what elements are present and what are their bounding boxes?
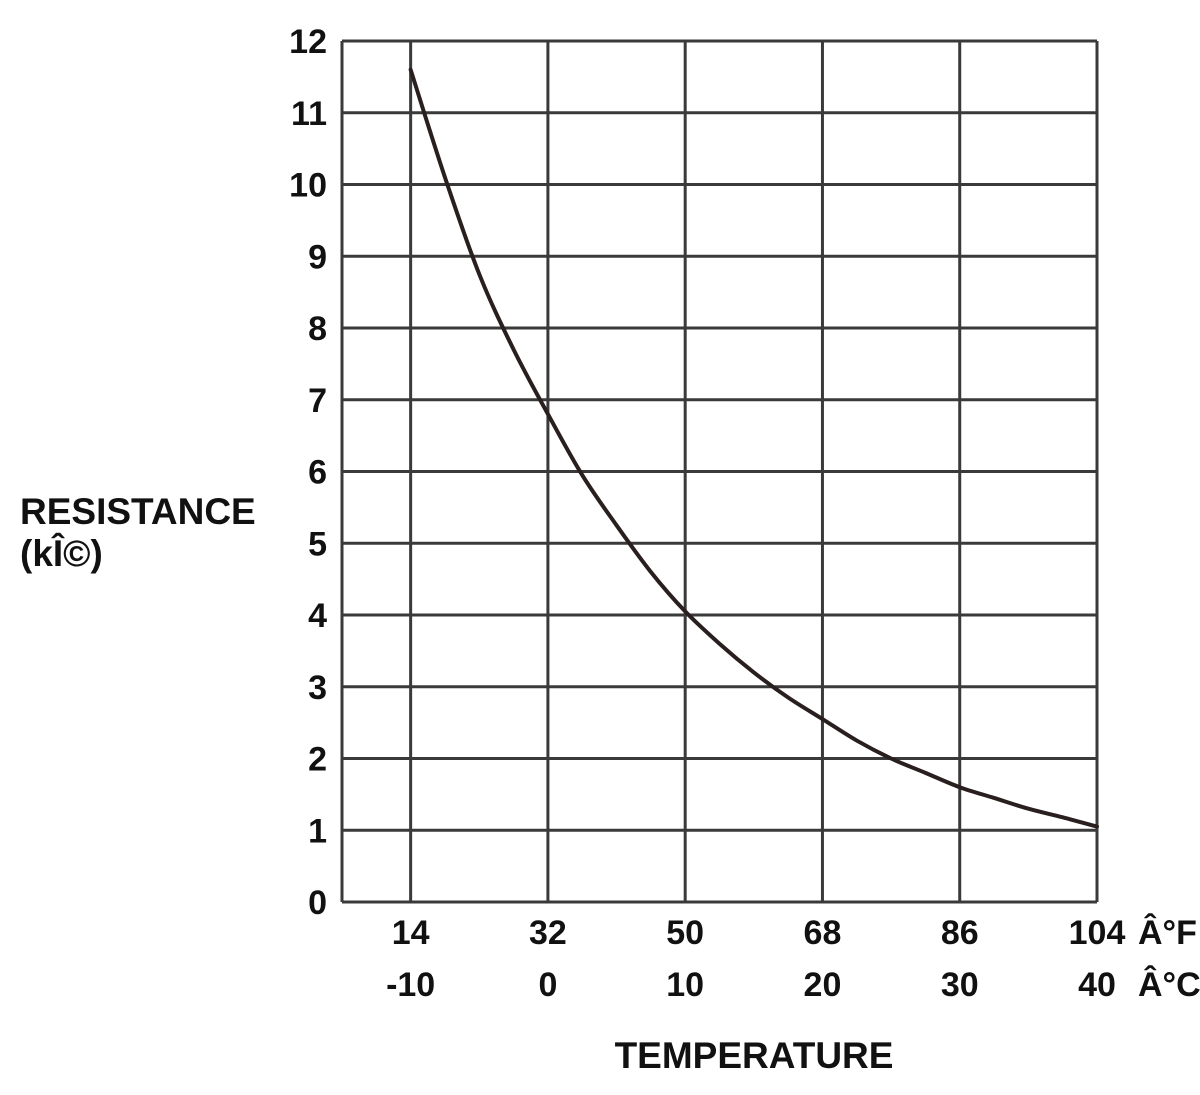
x-tick-label-fahrenheit: 14 (392, 914, 430, 952)
y-tick-label: 11 (291, 95, 327, 133)
y-tick-label: 12 (289, 23, 327, 61)
y-tick-label: 0 (308, 884, 327, 922)
x-tick-label-celsius: 30 (941, 966, 979, 1004)
x-tick-label-celsius: 20 (804, 966, 842, 1004)
y-axis-title: RESISTANCE (20, 491, 256, 532)
y-tick-label: 9 (308, 238, 327, 276)
x-tick-label-celsius: -10 (386, 966, 435, 1004)
y-tick-label: 4 (308, 597, 327, 635)
x-tick-label-fahrenheit: 50 (666, 914, 704, 952)
x-tick-label-celsius: 40 (1078, 966, 1116, 1004)
series-layer (408, 67, 1099, 829)
y-tick-label: 3 (308, 669, 327, 707)
y-tick-label: 5 (308, 525, 327, 563)
y-axis-unit: (kÎ©) (20, 532, 103, 574)
y-tick-label: 10 (289, 167, 327, 205)
x-axis-unit-fahrenheit: Â°F (1138, 914, 1197, 952)
x-axis-tick-labels: 14 -10 32 0 50 10 68 20 86 30 104 40 (386, 914, 1125, 1004)
y-tick-label: 8 (308, 310, 327, 348)
y-tick-label: 2 (308, 741, 327, 779)
x-tick-label-fahrenheit: 104 (1069, 914, 1126, 952)
x-axis-title: TEMPERATURE (615, 1035, 894, 1076)
x-axis-unit-celsius: Â°C (1138, 966, 1200, 1004)
x-tick-label-fahrenheit: 32 (529, 914, 567, 952)
y-tick-label: 6 (308, 454, 327, 492)
resistance-curve (408, 67, 1099, 829)
x-tick-label-fahrenheit: 86 (941, 914, 979, 952)
x-tick-label-celsius: 0 (538, 966, 557, 1004)
x-tick-label-celsius: 10 (666, 966, 704, 1004)
y-tick-label: 7 (308, 382, 327, 420)
y-tick-label: 1 (308, 812, 327, 850)
x-tick-label-fahrenheit: 68 (804, 914, 842, 952)
grid (340, 39, 1099, 904)
